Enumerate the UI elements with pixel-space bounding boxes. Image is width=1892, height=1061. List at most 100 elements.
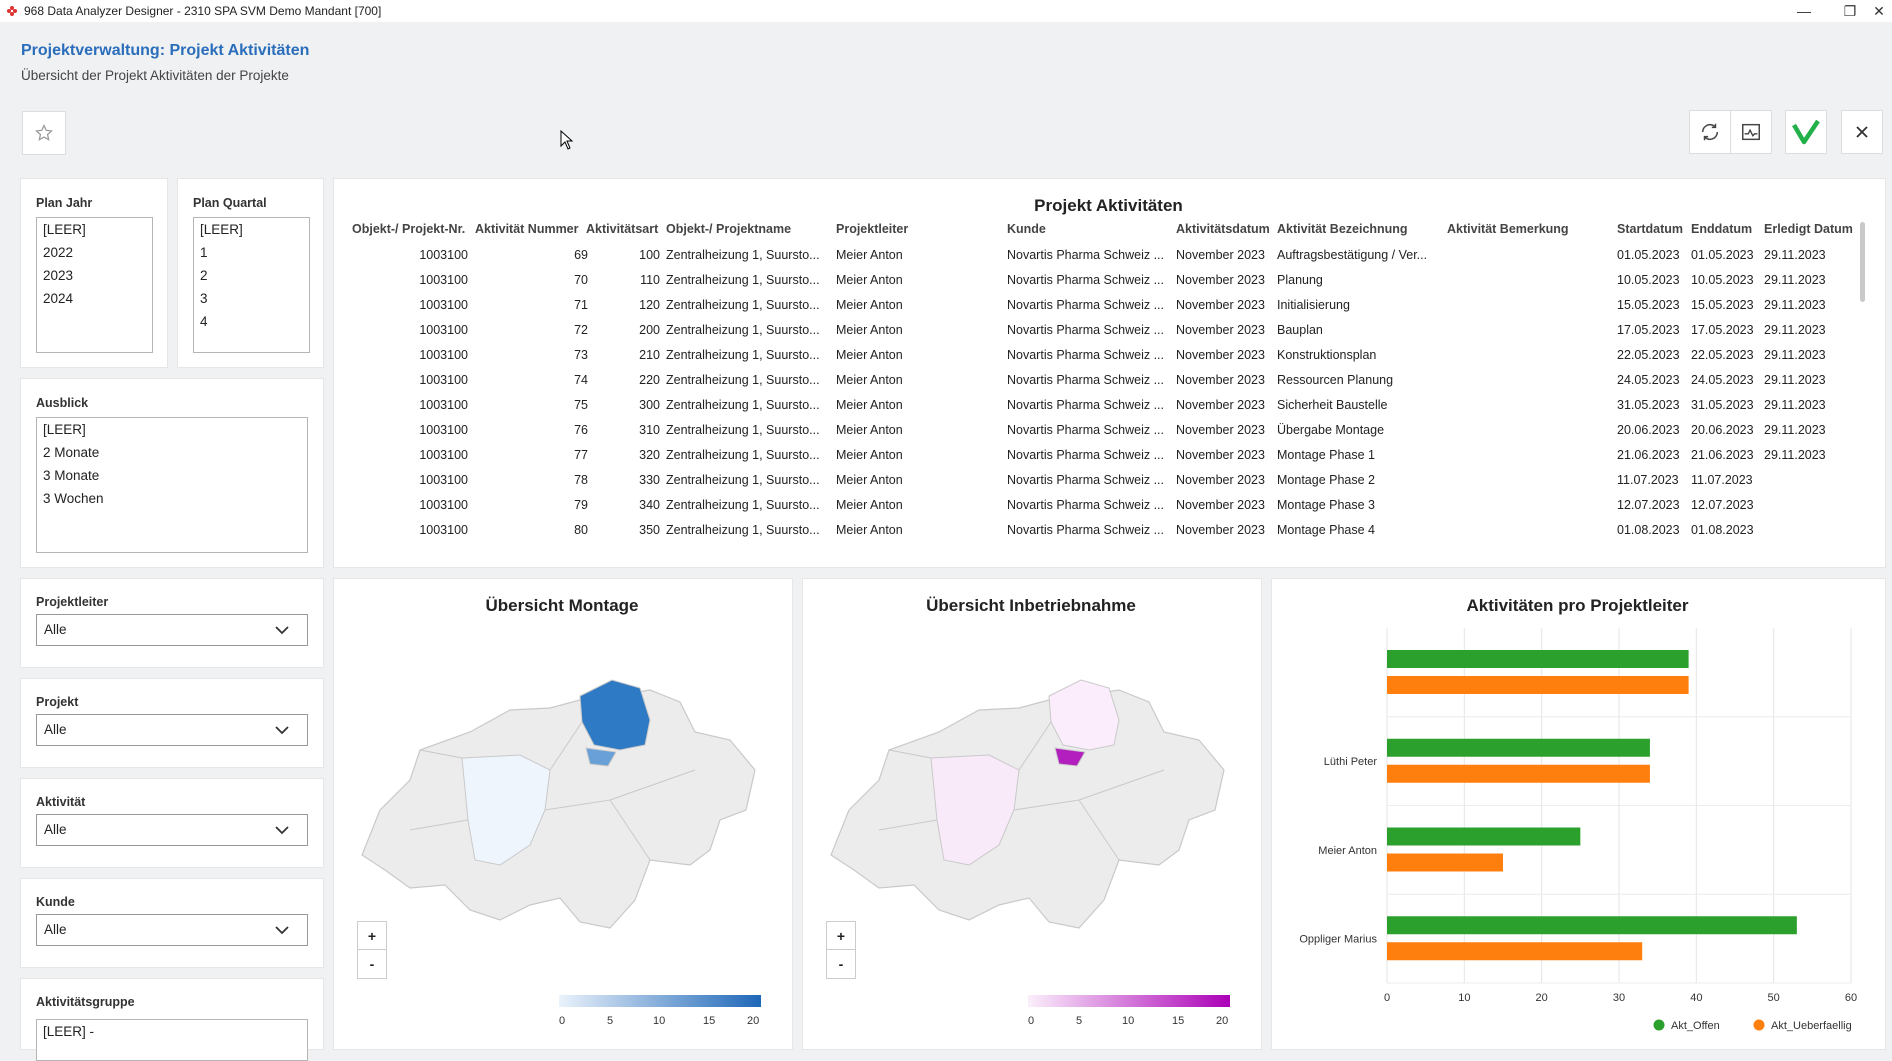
restore-icon[interactable]: ❐ <box>1843 2 1857 19</box>
list-item[interactable]: [LEER] <box>200 222 243 237</box>
table-cell: Zentralheizung 1, Suursto... <box>666 373 820 387</box>
bar-akt_ueberfaellig[interactable] <box>1387 853 1503 872</box>
bar-akt_offen[interactable] <box>1387 916 1797 935</box>
table-cell: 01.05.2023 <box>1617 248 1680 262</box>
table-cell: 71 <box>574 298 588 312</box>
list-item[interactable]: [LEER] <box>43 222 86 237</box>
bar-akt_offen[interactable] <box>1387 650 1689 668</box>
zoom-out-button[interactable]: - <box>826 949 856 979</box>
filter-label: Plan Jahr <box>36 196 93 210</box>
column-header[interactable]: Erledigt Datum <box>1764 222 1853 236</box>
table-row[interactable]: 1003100 74 220 Zentralheizung 1, Suursto...… <box>340 368 1860 393</box>
table-row[interactable]: 1003100 70 110 Zentralheizung 1, Suursto...… <box>340 268 1860 293</box>
dropdown-value: Alle <box>44 822 67 837</box>
filter-projektleiter: Projektleiter Alle <box>20 578 324 668</box>
confirm-button[interactable] <box>1785 110 1827 154</box>
close-window-icon[interactable]: ✕ <box>1873 2 1885 19</box>
x-tick-label: 20 <box>1536 992 1548 1004</box>
ausblick-listbox[interactable]: [LEER] 2 Monate 3 Monate 3 Wochen <box>36 417 308 553</box>
bar-akt_ueberfaellig[interactable] <box>1387 942 1643 961</box>
column-header[interactable]: Aktivität Bemerkung <box>1447 222 1569 236</box>
table-cell: Meier Anton <box>836 298 903 312</box>
table-row[interactable]: 1003100 75 300 Zentralheizung 1, Suursto...… <box>340 393 1860 418</box>
table-cell: 31.05.2023 <box>1691 398 1754 412</box>
filter-label: Plan Quartal <box>193 196 267 210</box>
list-item[interactable]: 2022 <box>43 245 74 260</box>
table-cell: November 2023 <box>1176 398 1265 412</box>
category-label: Oppliger Marius <box>1299 934 1377 946</box>
list-item[interactable]: 1 <box>200 245 208 260</box>
list-item[interactable]: 3 <box>200 291 208 306</box>
close-button[interactable] <box>1841 110 1883 154</box>
legend-label[interactable]: Akt_Ueberfaellig <box>1771 1020 1852 1032</box>
table-row[interactable]: 1003100 72 200 Zentralheizung 1, Suursto...… <box>340 318 1860 343</box>
list-item[interactable]: 3 Monate <box>43 468 100 483</box>
column-header[interactable]: Aktivitätsart <box>586 222 659 236</box>
table-cell: 21.06.2023 <box>1617 448 1680 462</box>
list-item[interactable]: 4 <box>200 314 208 329</box>
kunde-dropdown[interactable]: Alle <box>36 914 308 946</box>
favorite-button[interactable] <box>22 111 66 155</box>
column-header[interactable]: Projektleiter <box>836 222 909 236</box>
table-cell: 29.11.2023 <box>1764 248 1826 262</box>
column-header[interactable]: Startdatum <box>1617 222 1683 236</box>
bar-akt_ueberfaellig[interactable] <box>1387 676 1689 694</box>
list-item[interactable]: [LEER] - <box>43 1024 95 1039</box>
bar-akt_offen[interactable] <box>1387 738 1650 757</box>
table-cell: 17.05.2023 <box>1691 323 1754 337</box>
table-cell: Novartis Pharma Schweiz ... <box>1007 473 1164 487</box>
list-item[interactable]: 2024 <box>43 291 74 306</box>
bar-akt_offen[interactable] <box>1387 827 1581 846</box>
list-item[interactable]: 2023 <box>43 268 74 283</box>
column-header[interactable]: Objekt-/ Projektname <box>666 222 792 236</box>
table-row[interactable]: 1003100 80 350 Zentralheizung 1, Suursto...… <box>340 518 1860 543</box>
zoom-in-button[interactable]: + <box>357 921 387 951</box>
plan-jahr-listbox[interactable]: [LEER] 2022 2023 2024 <box>36 217 153 353</box>
analysis-button[interactable] <box>1730 110 1772 154</box>
list-item[interactable]: 2 <box>200 268 208 283</box>
table-row[interactable]: 1003100 73 210 Zentralheizung 1, Suursto...… <box>340 343 1860 368</box>
table-row[interactable]: 1003100 79 340 Zentralheizung 1, Suursto...… <box>340 493 1860 518</box>
column-header[interactable]: Aktivität Bezeichnung <box>1277 222 1408 236</box>
dropdown-value: Alle <box>44 922 67 937</box>
map-title: Übersicht Montage <box>485 596 639 615</box>
plan-quartal-listbox[interactable]: [LEER] 1 2 3 4 <box>193 217 310 353</box>
list-item[interactable]: 2 Monate <box>43 445 100 460</box>
table-cell: 76 <box>574 423 588 437</box>
legend-label[interactable]: Akt_Offen <box>1671 1020 1720 1032</box>
star-icon <box>35 124 53 141</box>
table-cell: 15.05.2023 <box>1691 298 1754 312</box>
refresh-button[interactable] <box>1689 110 1731 154</box>
zoom-out-button[interactable]: - <box>357 949 387 979</box>
filter-label: Projektleiter <box>36 595 109 609</box>
table-row[interactable]: 1003100 76 310 Zentralheizung 1, Suursto...… <box>340 418 1860 443</box>
filter-plan-quartal: Plan Quartal [LEER] 1 2 3 4 <box>177 178 324 368</box>
zoom-in-button[interactable]: + <box>826 921 856 951</box>
table-cell: 1003100 <box>419 248 468 262</box>
column-header[interactable]: Kunde <box>1007 222 1046 236</box>
list-item[interactable]: 3 Wochen <box>43 491 104 506</box>
column-header[interactable]: Aktivitätsdatum <box>1176 222 1270 236</box>
column-header[interactable]: Enddatum <box>1691 222 1753 236</box>
table-cell: 120 <box>639 298 660 312</box>
list-item[interactable]: [LEER] <box>43 422 86 437</box>
table-cell: 22.05.2023 <box>1691 348 1754 362</box>
table-row[interactable]: 1003100 69 100 Zentralheizung 1, Suursto...… <box>340 243 1860 268</box>
projekt-dropdown[interactable]: Alle <box>36 714 308 746</box>
table-cell: 21.06.2023 <box>1691 448 1754 462</box>
table-cell: 24.05.2023 <box>1691 373 1754 387</box>
table-scrollbar[interactable] <box>1860 222 1865 302</box>
bar-akt_ueberfaellig[interactable] <box>1387 764 1650 783</box>
table-cell: Meier Anton <box>836 323 903 337</box>
table-row[interactable]: 1003100 71 120 Zentralheizung 1, Suursto...… <box>340 293 1860 318</box>
table-row[interactable]: 1003100 77 320 Zentralheizung 1, Suursto...… <box>340 443 1860 468</box>
projektleiter-dropdown[interactable]: Alle <box>36 614 308 646</box>
table-cell: Meier Anton <box>836 398 903 412</box>
filter-plan-jahr: Plan Jahr [LEER] 2022 2023 2024 <box>20 178 168 368</box>
aktivitaet-dropdown[interactable]: Alle <box>36 814 308 846</box>
aktivitaetsgruppe-listbox[interactable]: [LEER] - <box>36 1019 308 1061</box>
minimize-icon[interactable]: — <box>1797 3 1811 19</box>
column-header[interactable]: Aktivität Nummer <box>475 222 579 236</box>
table-row[interactable]: 1003100 78 330 Zentralheizung 1, Suursto...… <box>340 468 1860 493</box>
column-header[interactable]: Objekt-/ Projekt-Nr. <box>352 222 466 236</box>
